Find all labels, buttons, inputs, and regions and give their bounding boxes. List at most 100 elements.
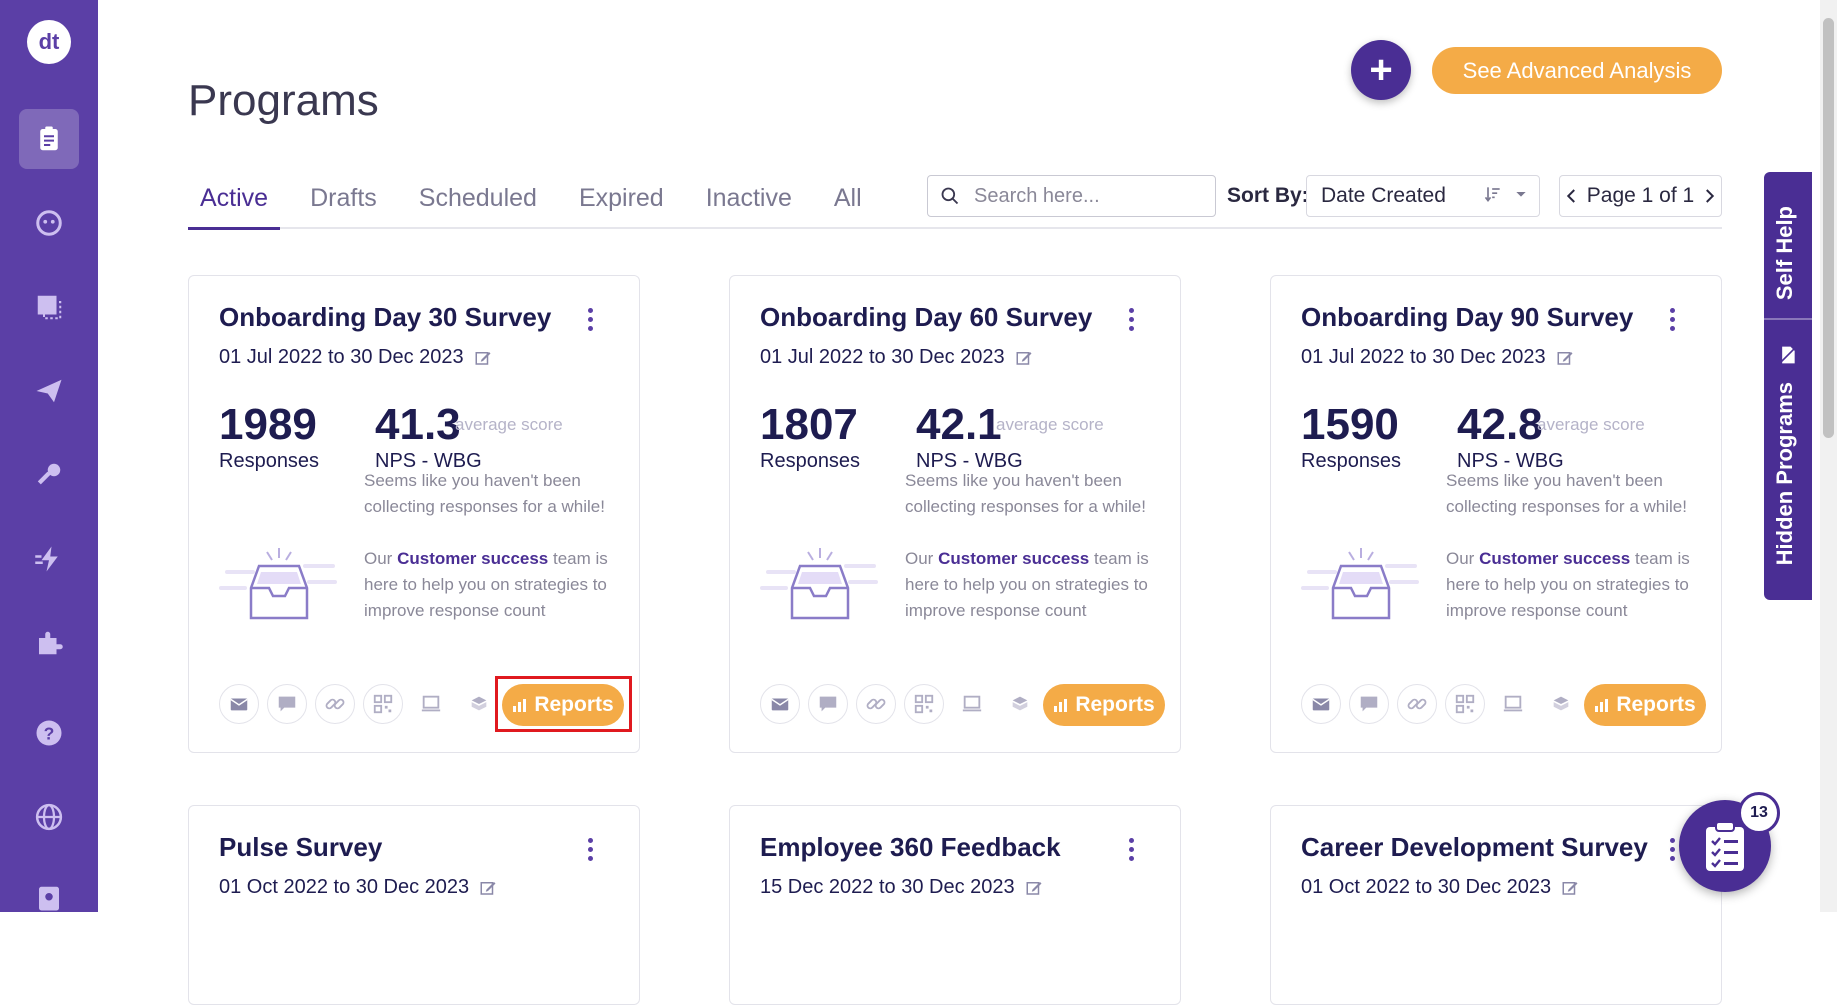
empty-inbox-illustration (219, 548, 337, 620)
card-dates: 01 Jul 2022 to 30 Dec 2023 (1301, 346, 1574, 369)
edit-icon[interactable] (474, 349, 492, 367)
responses-count: 1989 (219, 400, 317, 449)
tab-drafts[interactable]: Drafts (310, 184, 377, 212)
tab-scheduled[interactable]: Scheduled (418, 184, 537, 212)
logo[interactable]: dt (27, 20, 71, 64)
reports-button[interactable]: Reports (502, 684, 624, 726)
card-title[interactable]: Onboarding Day 30 Survey (219, 302, 552, 332)
program-card[interactable]: Onboarding Day 60 Survey 01 Jul 2022 to … (729, 275, 1181, 753)
responses-label: Responses (219, 450, 320, 472)
customer-success-message: Our Customer success team is here to hel… (1446, 549, 1690, 620)
customer-success-message: Our Customer success team is here to hel… (364, 549, 608, 620)
sidebar-item-templates[interactable] (19, 277, 79, 337)
sort-value: Date Created (1321, 184, 1446, 207)
responses-label: Responses (760, 450, 861, 472)
kebab-menu-icon[interactable] (1129, 308, 1134, 331)
qr-code-icon[interactable] (363, 684, 403, 724)
sort-select[interactable]: Date Created (1306, 175, 1540, 217)
chevron-right-icon[interactable] (1700, 187, 1718, 205)
edit-icon[interactable] (1025, 879, 1043, 897)
kiosk-icon[interactable] (952, 684, 992, 724)
empty-inbox-illustration (760, 548, 878, 620)
email-icon[interactable] (219, 684, 259, 724)
tab-expired[interactable]: Expired (578, 184, 664, 212)
qr-code-icon[interactable] (904, 684, 944, 724)
edit-icon[interactable] (1561, 879, 1579, 897)
kiosk-icon[interactable] (1493, 684, 1533, 724)
inactivity-message: Seems like you haven't been collecting r… (1446, 471, 1687, 516)
empty-inbox-illustration (1301, 548, 1419, 620)
edit-icon[interactable] (479, 879, 497, 897)
link-icon[interactable] (1397, 684, 1437, 724)
link-icon[interactable] (856, 684, 896, 724)
kebab-menu-icon[interactable] (588, 838, 593, 861)
page-title: Programs (188, 76, 379, 125)
reports-button[interactable]: Reports (1584, 684, 1706, 726)
window-icon (37, 295, 62, 320)
tab-active[interactable]: Active (188, 176, 281, 230)
chevron-left-icon[interactable] (1563, 187, 1581, 205)
sidebar-item-automation[interactable] (19, 529, 79, 589)
tab-inactive[interactable]: Inactive (705, 184, 792, 212)
email-icon[interactable] (760, 684, 800, 724)
edit-icon[interactable] (1556, 349, 1574, 367)
self-help-tab[interactable]: Self Help (1772, 206, 1797, 301)
customer-success-link[interactable]: Customer success (938, 549, 1090, 568)
side-tab-divider (1764, 318, 1812, 320)
card-dates: 15 Dec 2022 to 30 Dec 2023 (760, 876, 1043, 899)
link-icon[interactable] (315, 684, 355, 724)
kebab-menu-icon[interactable] (1129, 838, 1134, 861)
kebab-menu-icon[interactable] (1670, 838, 1675, 861)
sms-icon[interactable] (1349, 684, 1389, 724)
sort-order-icon[interactable] (1483, 184, 1503, 204)
checklist-icon (1706, 821, 1744, 871)
program-card[interactable]: Career Development Survey 01 Oct 2022 to… (1270, 805, 1722, 1005)
scrollbar-thumb[interactable] (1823, 18, 1834, 438)
sdk-icon[interactable] (459, 684, 499, 724)
card-title[interactable]: Onboarding Day 60 Survey (760, 302, 1093, 332)
sidebar-item-language[interactable] (19, 787, 79, 847)
puzzle-icon (39, 631, 63, 655)
kebab-menu-icon[interactable] (1670, 308, 1675, 331)
program-card[interactable]: Onboarding Day 30 Survey 01 Jul 2022 to … (188, 275, 640, 753)
sidebar-item-account[interactable] (19, 868, 79, 928)
search-box (927, 175, 1216, 217)
program-card[interactable]: Pulse Survey 01 Oct 2022 to 30 Dec 2023 (188, 805, 640, 1005)
add-program-button[interactable]: + (1351, 40, 1411, 100)
card-title[interactable]: Pulse Survey (219, 832, 383, 862)
reports-button[interactable]: Reports (1043, 684, 1165, 726)
program-card[interactable]: Employee 360 Feedback 15 Dec 2022 to 30 … (729, 805, 1181, 1005)
sidebar-item-distribute[interactable] (19, 361, 79, 421)
channel-row (760, 684, 1040, 724)
sidebar-item-integrations[interactable] (19, 613, 79, 673)
kebab-menu-icon[interactable] (588, 308, 593, 331)
program-card[interactable]: Onboarding Day 90 Survey 01 Jul 2022 to … (1270, 275, 1722, 753)
card-title[interactable]: Employee 360 Feedback (760, 832, 1061, 862)
sidebar-item-programs[interactable] (19, 109, 79, 169)
sms-icon[interactable] (267, 684, 307, 724)
sdk-icon[interactable] (1541, 684, 1581, 724)
customer-success-link[interactable]: Customer success (1479, 549, 1631, 568)
edit-icon[interactable] (1015, 349, 1033, 367)
sms-icon[interactable] (808, 684, 848, 724)
hidden-programs-icon (1780, 346, 1796, 364)
responses-count: 1807 (760, 400, 858, 449)
kiosk-icon[interactable] (411, 684, 451, 724)
customer-success-link[interactable]: Customer success (397, 549, 549, 568)
page-indicator: Page 1 of 1 (1586, 184, 1695, 207)
sidebar-item-keys[interactable] (19, 445, 79, 505)
sidebar-item-help[interactable]: ? (19, 703, 79, 763)
qr-code-icon[interactable] (1445, 684, 1485, 724)
tab-all[interactable]: All (833, 184, 862, 212)
sidebar-item-contacts[interactable] (19, 193, 79, 253)
hidden-programs-tab[interactable]: Hidden Programs (1772, 382, 1797, 566)
tab-divider (188, 227, 1722, 229)
card-title[interactable]: Onboarding Day 90 Survey (1301, 302, 1634, 332)
email-icon[interactable] (1301, 684, 1341, 724)
badge-icon (39, 886, 59, 911)
advanced-analysis-button[interactable]: See Advanced Analysis (1432, 47, 1722, 94)
card-title[interactable]: Career Development Survey (1301, 832, 1648, 862)
sdk-icon[interactable] (1000, 684, 1040, 724)
responses-count: 1590 (1301, 400, 1399, 449)
search-input[interactable] (974, 184, 1194, 208)
